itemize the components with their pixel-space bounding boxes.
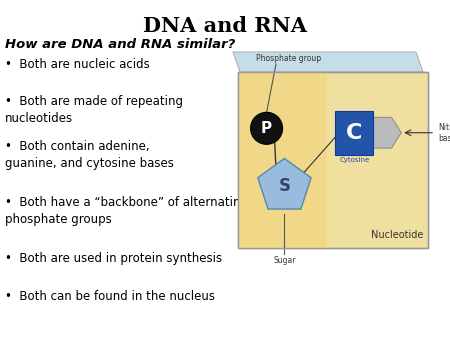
Text: •  Both contain adenine,
guanine, and cytosine bases: • Both contain adenine, guanine, and cyt… bbox=[5, 140, 174, 169]
FancyBboxPatch shape bbox=[238, 72, 327, 248]
Text: •  Both can be found in the nucleus: • Both can be found in the nucleus bbox=[5, 290, 215, 303]
Text: •  Both are made of repeating
nucleotides: • Both are made of repeating nucleotides bbox=[5, 95, 183, 124]
Text: P: P bbox=[261, 121, 272, 136]
Text: How are DNA and RNA similar?: How are DNA and RNA similar? bbox=[5, 38, 235, 51]
Text: S: S bbox=[279, 177, 290, 195]
Polygon shape bbox=[374, 117, 401, 148]
Bar bbox=[335, 111, 374, 155]
Text: •  Both are nucleic acids: • Both are nucleic acids bbox=[5, 58, 150, 71]
Text: •  Both are used in protein synthesis: • Both are used in protein synthesis bbox=[5, 252, 222, 265]
Circle shape bbox=[251, 112, 283, 144]
Text: Sugar: Sugar bbox=[273, 256, 296, 265]
Text: Nitrogenous
base: Nitrogenous base bbox=[438, 123, 450, 143]
Text: •  Both have a “backbone” of alternating sugars and
phosphate groups: • Both have a “backbone” of alternating … bbox=[5, 196, 317, 225]
FancyBboxPatch shape bbox=[238, 72, 428, 248]
Text: C: C bbox=[346, 123, 363, 143]
Text: Nucleotide: Nucleotide bbox=[371, 230, 423, 240]
Text: Phosphate group: Phosphate group bbox=[256, 54, 321, 63]
Text: DNA and RNA: DNA and RNA bbox=[143, 16, 307, 36]
Polygon shape bbox=[233, 52, 423, 72]
Polygon shape bbox=[258, 159, 311, 209]
Text: Cytosine: Cytosine bbox=[339, 157, 369, 163]
